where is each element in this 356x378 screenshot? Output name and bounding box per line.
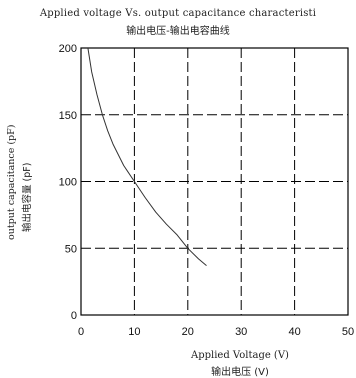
chart-subtitle: 输出电压-输出电容曲线 [126,26,230,37]
y-tick-label: 200 [59,43,77,55]
x-tick-label: 20 [182,326,194,338]
chart-title: Applied voltage Vs. output capacitance c… [39,8,317,19]
x-tick-label: 10 [128,326,140,338]
y-tick-label: 150 [59,110,77,122]
y-tick-label: 50 [65,243,77,255]
plot-frame [80,47,349,316]
x-tick-label: 0 [78,326,84,338]
y-axis-label-cn: 输出电容量 (pF) [22,162,33,232]
x-tick-label: 50 [342,326,354,338]
x-tick-label: 30 [235,326,247,338]
x-axis-label-cn: 输出电压 (V) [211,367,269,378]
y-tick-label: 100 [59,177,77,189]
y-tick-label: 0 [71,310,77,322]
series-line [87,47,207,266]
y-axis-label: output capacitance (pF) [6,124,17,240]
x-axis-label: Applied Voltage (V) [191,350,289,361]
x-tick-label: 40 [288,326,300,338]
